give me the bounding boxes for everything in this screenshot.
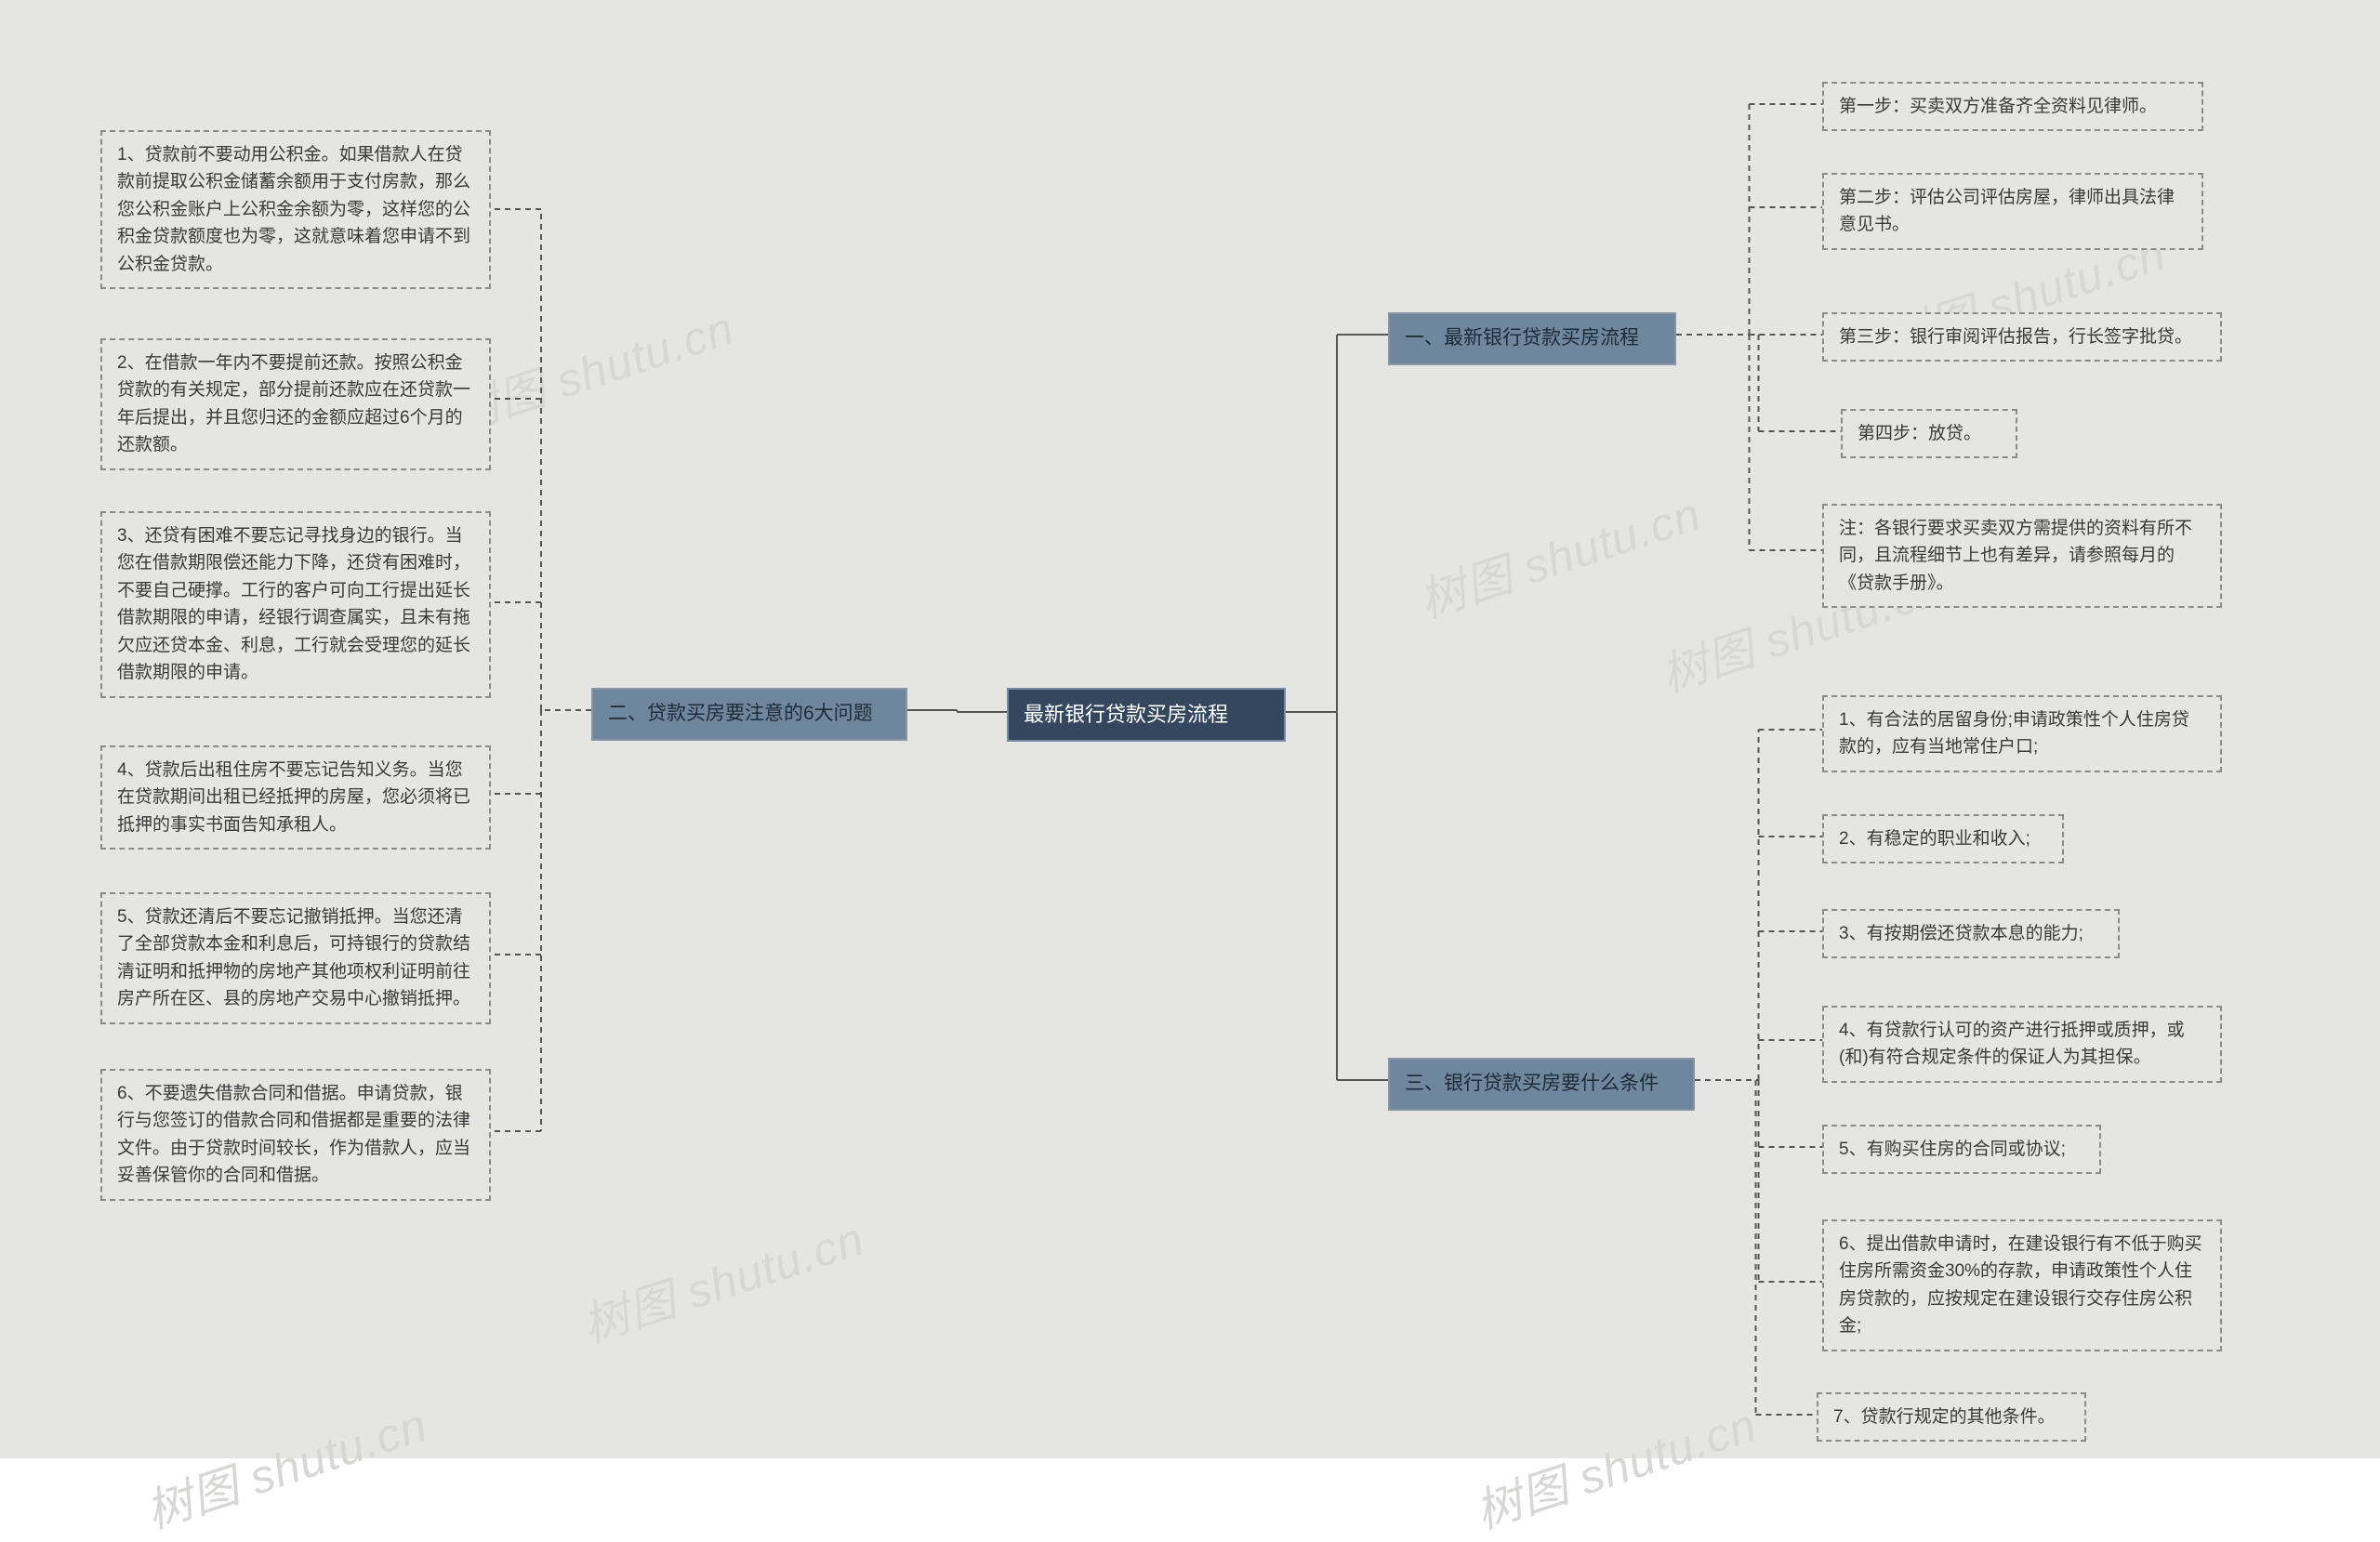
watermark: 树图 shutu.cn <box>574 1202 872 1355</box>
leaf-node: 第二步：评估公司评估房屋，律师出具法律意见书。 <box>1822 173 2203 250</box>
leaf-node: 4、贷款后出租住房不要忘记告知义务。当您在贷款期间出租已经抵押的房屋，您必须将已… <box>100 745 491 850</box>
leaf-node: 1、有合法的居留身份;申请政策性个人住房贷款的，应有当地常住户口; <box>1822 695 2222 772</box>
watermark: 树图 shutu.cn <box>1410 477 1709 630</box>
leaf-node: 2、在借款一年内不要提前还款。按照公积金贷款的有关规定，部分提前还款应在还贷款一… <box>100 338 491 470</box>
leaf-node: 5、有购买住房的合同或协议; <box>1822 1125 2101 1174</box>
watermark: 树图 shutu.cn <box>1466 1388 1765 1541</box>
root-node: 最新银行贷款买房流程 <box>1007 688 1286 742</box>
branch-node: 二、贷款买房要注意的6大问题 <box>591 688 907 741</box>
mindmap-canvas: 树图 shutu.cn树图 shutu.cn树图 shutu.cn树图 shut… <box>0 0 2380 1458</box>
leaf-node: 3、还贷有困难不要忘记寻找身边的银行。当您在借款期限偿还能力下降，还贷有困难时，… <box>100 511 491 698</box>
watermark: 树图 shutu.cn <box>137 1388 435 1541</box>
leaf-node: 1、贷款前不要动用公积金。如果借款人在贷款前提取公积金储蓄余额用于支付房款，那么… <box>100 130 491 289</box>
leaf-node: 第一步：买卖双方准备齐全资料见律师。 <box>1822 82 2203 131</box>
leaf-node: 2、有稳定的职业和收入; <box>1822 814 2064 863</box>
leaf-node: 第四步：放贷。 <box>1841 409 2017 458</box>
leaf-node: 6、提出借款申请时，在建设银行有不低于购买住房所需资金30%的存款，申请政策性个… <box>1822 1219 2222 1351</box>
leaf-node: 6、不要遗失借款合同和借据。申请贷款，银行与您签订的借款合同和借据都是重要的法律… <box>100 1069 491 1201</box>
leaf-node: 3、有按期偿还贷款本息的能力; <box>1822 909 2120 958</box>
branch-node: 三、银行贷款买房要什么条件 <box>1388 1058 1695 1111</box>
leaf-node: 5、贷款还清后不要忘记撤销抵押。当您还清了全部贷款本金和利息后，可持银行的贷款结… <box>100 892 491 1024</box>
leaf-node: 4、有贷款行认可的资产进行抵押或质押，或(和)有符合规定条件的保证人为其担保。 <box>1822 1006 2222 1083</box>
branch-node: 一、最新银行贷款买房流程 <box>1388 312 1676 365</box>
leaf-node: 注：各银行要求买卖双方需提供的资料有所不同，且流程细节上也有差异，请参照每月的《… <box>1822 504 2222 608</box>
leaf-node: 第三步：银行审阅评估报告，行长签字批贷。 <box>1822 312 2222 362</box>
leaf-node: 7、贷款行规定的其他条件。 <box>1817 1392 2086 1442</box>
